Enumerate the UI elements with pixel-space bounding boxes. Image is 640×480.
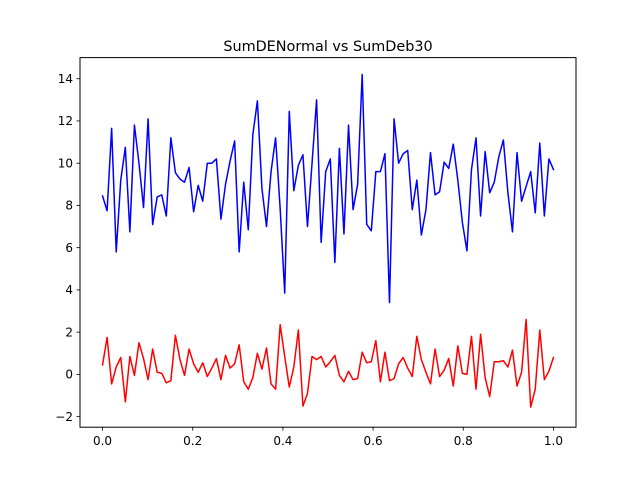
chart-title: SumDENormal vs SumDeb30 bbox=[223, 39, 432, 55]
y-tick-label: 10 bbox=[58, 156, 73, 170]
y-tick-label: 4 bbox=[65, 283, 73, 297]
y-tick-label: 8 bbox=[65, 199, 73, 213]
y-tick-label: −2 bbox=[55, 410, 73, 424]
x-tick-label: 0.2 bbox=[183, 434, 202, 448]
y-tick-label: 6 bbox=[65, 241, 73, 255]
x-tick-label: 0.6 bbox=[364, 434, 383, 448]
series-layer bbox=[101, 73, 555, 408]
x-tick-label: 0.0 bbox=[93, 434, 112, 448]
y-tick-label: 12 bbox=[58, 114, 73, 128]
x-tick-label: 1.0 bbox=[544, 434, 563, 448]
y-tick-label: 2 bbox=[65, 325, 73, 339]
y-tick-label: 14 bbox=[58, 72, 73, 86]
series-0 bbox=[101, 73, 555, 304]
series-1 bbox=[101, 318, 555, 408]
series-line-1 bbox=[101, 318, 555, 408]
x-tick-label: 0.8 bbox=[454, 434, 473, 448]
x-axis: 0.0 0.2 0.4 0.6 0.8 1.0 bbox=[93, 427, 563, 448]
y-axis: −2 0 2 4 6 8 10 12 14 bbox=[55, 72, 80, 424]
x-tick-label: 0.4 bbox=[273, 434, 292, 448]
series-line-0 bbox=[101, 73, 555, 304]
y-tick-label: 0 bbox=[65, 368, 73, 382]
plot-frame bbox=[79, 57, 577, 428]
